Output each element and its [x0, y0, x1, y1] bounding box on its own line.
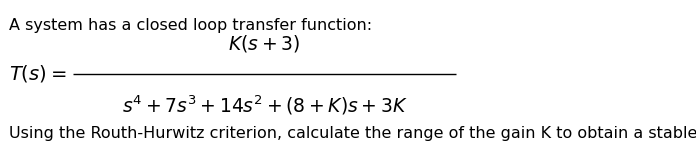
Text: $s^4+7s^3+14s^2+(8+K)s+3K$: $s^4+7s^3+14s^2+(8+K)s+3K$: [122, 93, 407, 117]
Text: A system has a closed loop transfer function:: A system has a closed loop transfer func…: [9, 18, 372, 33]
Text: $\mathit{T}(s)=$: $\mathit{T}(s)=$: [9, 63, 67, 84]
Text: Using the Routh-Hurwitz criterion, calculate the range of the gain K to obtain a: Using the Routh-Hurwitz criterion, calcu…: [9, 126, 696, 141]
Text: $K(s+3)$: $K(s+3)$: [228, 33, 301, 54]
